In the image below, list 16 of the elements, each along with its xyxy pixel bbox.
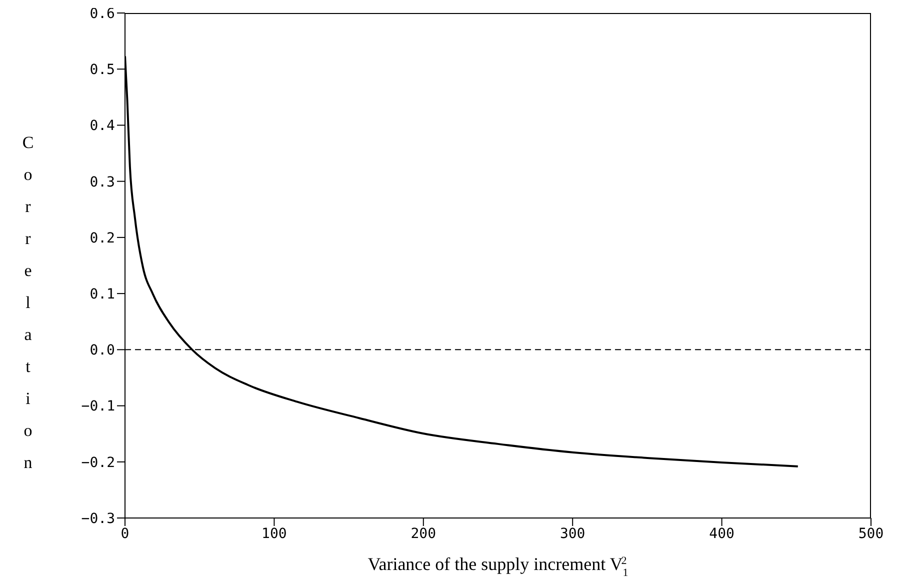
x-tick-label: 200 bbox=[410, 526, 436, 542]
y-tick-label: 0.4 bbox=[90, 118, 115, 134]
y-tick-label: −0.3 bbox=[81, 510, 115, 527]
x-tick-label: 0 bbox=[120, 526, 130, 542]
y-tick-label: 0.0 bbox=[90, 342, 115, 359]
x-tick-label: 300 bbox=[560, 526, 586, 542]
x-tick-label: 500 bbox=[858, 526, 884, 542]
y-tick-label: 0.5 bbox=[90, 62, 115, 78]
y-tick-label: 0.3 bbox=[90, 174, 115, 190]
y-tick-label: 0.2 bbox=[90, 230, 115, 246]
y-tick-label: −0.2 bbox=[81, 454, 115, 471]
x-tick-label: 400 bbox=[709, 526, 734, 542]
y-tick-label: 0.1 bbox=[90, 286, 115, 303]
text: Correlation bbox=[22, 133, 34, 472]
x-tick-label: 100 bbox=[262, 526, 287, 542]
y-tick-label: −0.1 bbox=[81, 398, 115, 415]
